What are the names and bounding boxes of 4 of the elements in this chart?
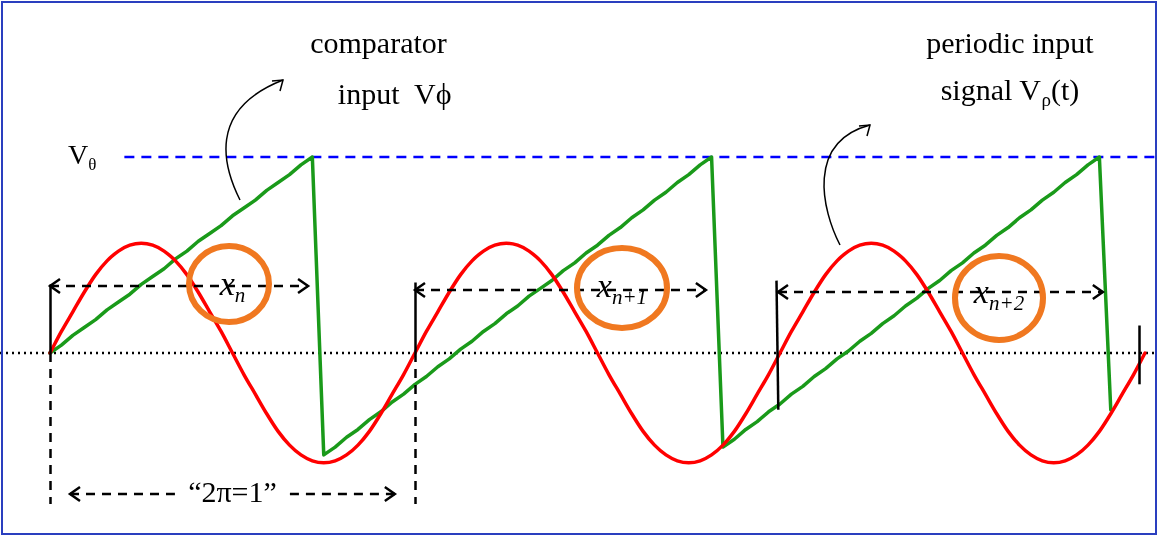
text: comparator — [310, 26, 447, 60]
text: “2π=1” — [188, 474, 277, 508]
text: periodic input — [926, 26, 1095, 60]
text: input Vϕ — [337, 77, 452, 111]
